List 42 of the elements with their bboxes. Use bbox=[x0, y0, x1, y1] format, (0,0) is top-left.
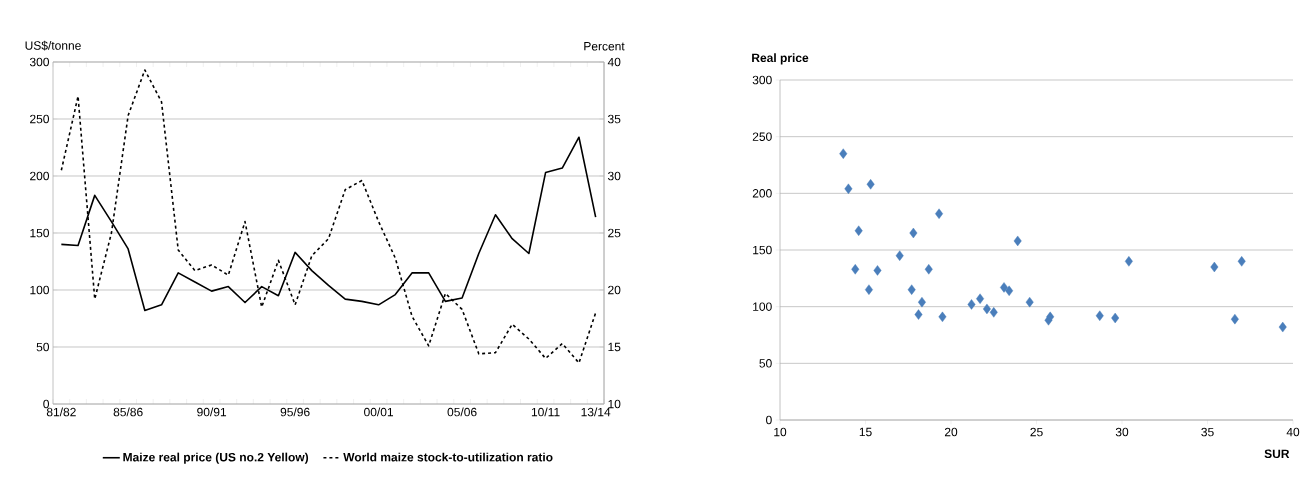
y-tick-label: 50 bbox=[759, 359, 772, 368]
y-tick-label: 250 bbox=[30, 114, 50, 124]
x-tick-label: 81/82 bbox=[46, 407, 76, 417]
x-tick-label: 40 bbox=[1286, 427, 1300, 437]
x-tick-label: 10 bbox=[774, 427, 787, 437]
y-tick-label: 0 bbox=[43, 399, 50, 409]
legend-label: World maize stock-to-utilization ratio bbox=[343, 452, 553, 462]
x-tick-label: 25 bbox=[1030, 427, 1043, 437]
y-tick-label: 300 bbox=[29, 57, 50, 67]
y-tick-label: 100 bbox=[30, 285, 50, 295]
x-axis-title: SUR bbox=[1264, 449, 1290, 459]
x-tick-label: 20 bbox=[944, 427, 958, 437]
x-tick-label: 15 bbox=[859, 427, 872, 437]
x-tick-label: 05/06 bbox=[447, 407, 477, 417]
x-tick-label: 00/01 bbox=[364, 407, 394, 417]
legend-label: Maize real price (US no.2 Yellow) bbox=[123, 452, 309, 464]
x-tick-label: 10/11 bbox=[531, 407, 560, 417]
y2-tick-label: 40 bbox=[607, 57, 621, 67]
y2-axis-title: Percent bbox=[584, 42, 625, 51]
y2-tick-label: 20 bbox=[608, 285, 621, 295]
y-tick-label: 200 bbox=[30, 171, 50, 181]
y-tick-label: 250 bbox=[752, 132, 772, 141]
x-tick-label: 85/86 bbox=[113, 407, 143, 417]
x-tick-label: 35 bbox=[1201, 427, 1214, 437]
y-axis-title: US$/tonne bbox=[25, 40, 81, 51]
y-tick-label: 200 bbox=[752, 189, 772, 198]
x-tick-label: 13/14 bbox=[581, 407, 611, 417]
x-tick-label: 30 bbox=[1115, 427, 1129, 437]
y-tick-label: 0 bbox=[766, 415, 772, 425]
x-tick-label: 95/96 bbox=[280, 407, 310, 417]
y2-tick-label: 15 bbox=[608, 342, 621, 352]
y-tick-label: 150 bbox=[753, 245, 772, 255]
y-tick-label: 150 bbox=[30, 228, 50, 238]
y-tick-label: 50 bbox=[36, 342, 50, 352]
y2-tick-label: 35 bbox=[607, 114, 621, 124]
y2-tick-label: 25 bbox=[608, 228, 621, 238]
y2-tick-label: 30 bbox=[607, 171, 621, 181]
y-axis-title: Real price bbox=[752, 53, 809, 65]
x-tick-label: 90/91 bbox=[197, 407, 227, 417]
y2-tick-label: 10 bbox=[608, 399, 621, 409]
y-tick-label: 100 bbox=[753, 302, 772, 311]
y-tick-label: 300 bbox=[752, 75, 772, 85]
